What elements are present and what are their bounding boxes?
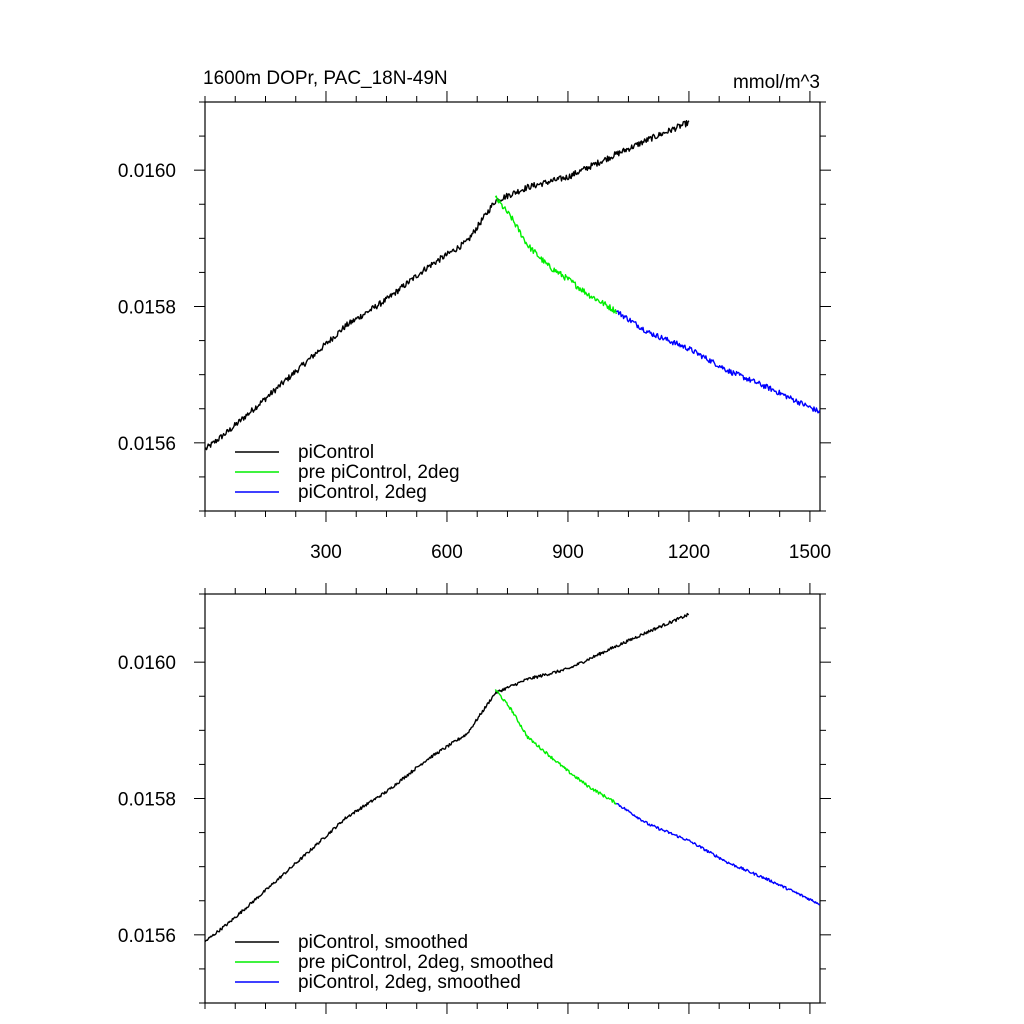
top-series-lines <box>204 120 821 451</box>
top-series-line-3 <box>616 310 821 414</box>
bottom-legend-label-1: piControl, smoothed <box>298 932 468 953</box>
bottom-ytick-label: 0.0158 <box>118 790 176 811</box>
top-legend-label-3: piControl, 2deg <box>298 482 427 503</box>
top-xtick-label: 1500 <box>789 542 831 563</box>
top-series-line-1 <box>204 120 690 451</box>
top-xtick-label: 600 <box>431 542 463 563</box>
bottom-legend-label-3: piControl, 2deg, smoothed <box>298 972 521 993</box>
bottom-ytick-label: 0.0156 <box>118 926 176 947</box>
top-ytick-label: 0.0156 <box>118 434 176 455</box>
top-panel: 300 600 900 1200 1500 0.0156 0.0158 0.0160 piCo… <box>118 91 831 563</box>
chart-title: 1600m DOPr, PAC_18N-49N <box>203 68 448 89</box>
top-series-line-2 <box>494 195 617 315</box>
bottom-series-lines <box>204 612 821 943</box>
bottom-series-line-2 <box>494 689 617 805</box>
top-ticks: 300 600 900 1200 1500 0.0156 0.0158 0.0160 <box>118 91 831 563</box>
bottom-series-line-3 <box>615 802 821 906</box>
top-legend-label-2: pre piControl, 2deg <box>298 462 460 483</box>
units-label: mmol/m^3 <box>733 72 820 93</box>
top-xtick-label: 300 <box>310 542 342 563</box>
bottom-legend-label-2: pre piControl, 2deg, smoothed <box>298 952 554 973</box>
top-ytick-label: 0.0160 <box>118 161 176 182</box>
top-xtick-label: 1200 <box>668 542 710 563</box>
bottom-series-line-1 <box>204 612 690 943</box>
bottom-ticks: 0.0156 0.0158 0.0160 <box>118 583 831 1014</box>
bottom-ytick-label: 0.0160 <box>118 653 176 674</box>
top-legend-label-1: piControl <box>298 442 374 463</box>
top-ytick-label: 0.0158 <box>118 298 176 319</box>
bottom-panel: 0.0156 0.0158 0.0160 piControl, smoothedpr… <box>118 583 831 1014</box>
top-xtick-label: 900 <box>552 542 584 563</box>
